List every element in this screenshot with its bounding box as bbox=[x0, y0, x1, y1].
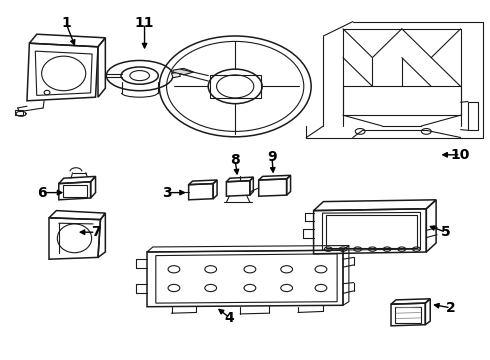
Text: 2: 2 bbox=[446, 301, 456, 315]
Text: 10: 10 bbox=[451, 148, 470, 162]
Bar bbox=[210, 75, 261, 98]
Polygon shape bbox=[173, 68, 194, 75]
Text: 6: 6 bbox=[37, 186, 47, 199]
Text: 1: 1 bbox=[61, 17, 71, 30]
Text: 11: 11 bbox=[135, 17, 154, 30]
Bar bbox=[326, 215, 416, 248]
Bar bbox=[468, 102, 478, 130]
Text: 4: 4 bbox=[224, 311, 234, 324]
Bar bbox=[395, 307, 421, 323]
Text: 5: 5 bbox=[441, 225, 451, 239]
Text: 7: 7 bbox=[91, 225, 100, 239]
Text: 9: 9 bbox=[267, 150, 277, 163]
Polygon shape bbox=[172, 72, 180, 78]
Bar bbox=[63, 185, 87, 197]
Text: 3: 3 bbox=[162, 186, 172, 199]
Text: 8: 8 bbox=[230, 153, 240, 167]
Bar bbox=[15, 110, 23, 115]
